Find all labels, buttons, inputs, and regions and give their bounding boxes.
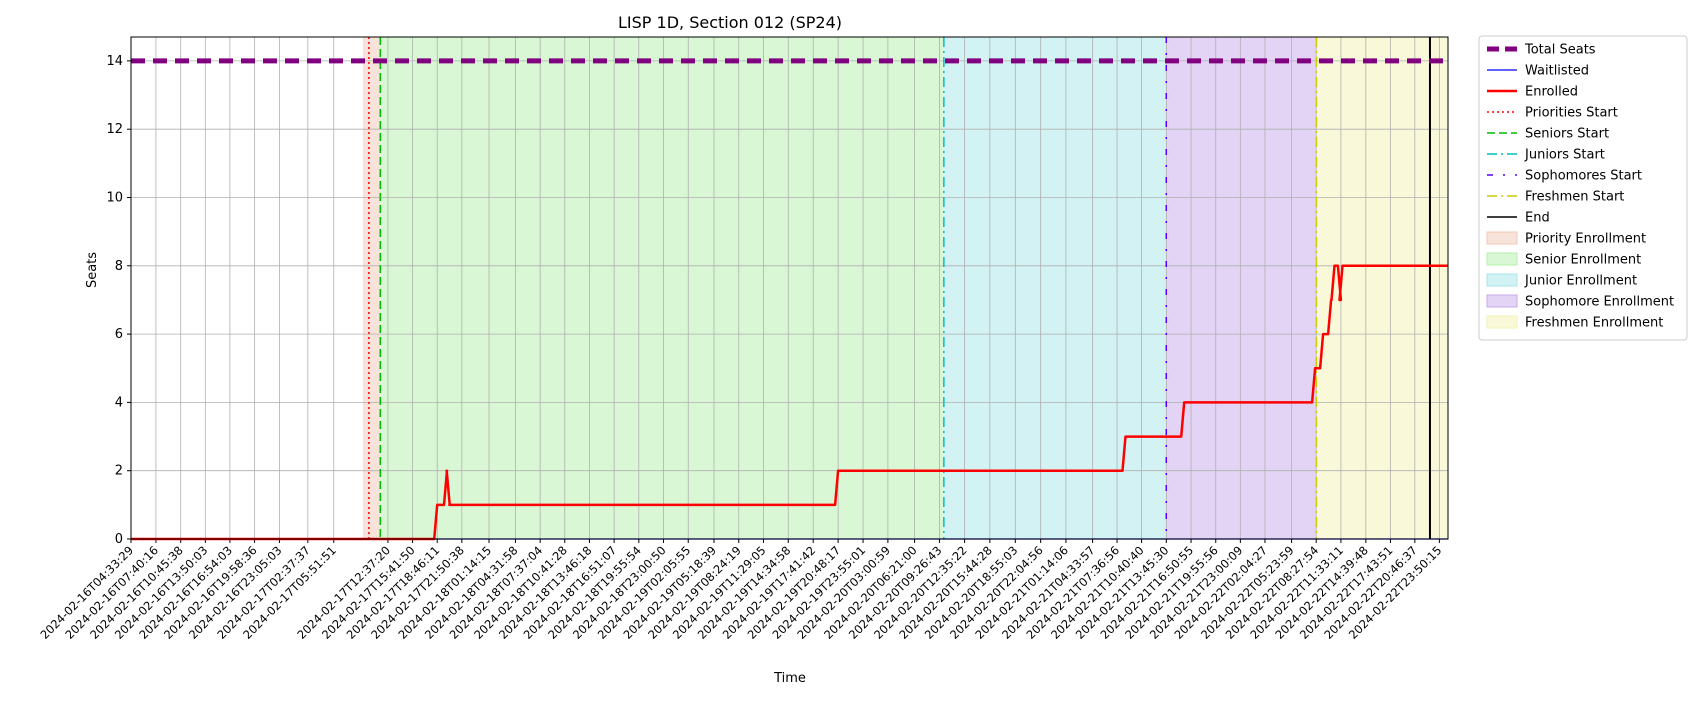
y-tick-label: 14 <box>106 54 123 69</box>
legend-swatch <box>1486 294 1518 308</box>
span-sophomore-enrollment <box>1166 37 1317 539</box>
legend-swatch <box>1486 252 1518 266</box>
y-tick-label: 2 <box>115 464 123 479</box>
legend-label: Priorities Start <box>1525 106 1618 121</box>
y-tick-label: 0 <box>115 532 123 547</box>
chart-title: LISP 1D, Section 012 (SP24) <box>618 13 842 32</box>
legend-label: Sophomores Start <box>1525 169 1642 184</box>
plot-area: 024681012142024-02-16T04:33:292024-02-16… <box>37 36 1449 642</box>
span-senior-enrollment <box>380 37 944 539</box>
y-tick-label: 4 <box>115 395 123 410</box>
y-tick-label: 6 <box>115 327 123 342</box>
legend-label: Sophomore Enrollment <box>1525 295 1674 310</box>
legend-label: End <box>1525 211 1550 226</box>
legend-label: Enrolled <box>1525 85 1578 100</box>
legend-label: Senior Enrollment <box>1525 253 1641 268</box>
legend: Total Seats Waitlisted Enrolled Priorities … <box>1478 35 1688 341</box>
legend-label: Priority Enrollment <box>1525 232 1646 247</box>
legend-label: Freshmen Start <box>1525 190 1624 205</box>
legend-label: Freshmen Enrollment <box>1525 316 1663 331</box>
legend-label: Seniors Start <box>1525 127 1609 142</box>
span-freshmen-enrollment <box>1316 37 1448 539</box>
series-enrolled <box>131 264 1448 541</box>
legend-swatch <box>1486 231 1518 245</box>
legend-frame <box>1478 35 1688 341</box>
span-priority-enrollment <box>362 37 381 539</box>
y-tick-label: 10 <box>106 191 123 206</box>
y-axis-label: Seats <box>85 252 100 288</box>
plot-frame <box>130 36 1449 540</box>
legend-swatch <box>1486 273 1518 287</box>
legend-swatch <box>1486 315 1518 329</box>
span-junior-enrollment <box>943 37 1167 539</box>
legend-label: Junior Enrollment <box>1524 274 1637 289</box>
y-tick-label: 12 <box>106 122 123 137</box>
legend-label: Juniors Start <box>1524 148 1605 163</box>
legend-label: Total Seats <box>1524 43 1596 58</box>
x-axis-label: Time <box>773 671 806 686</box>
legend-label: Waitlisted <box>1525 64 1589 79</box>
y-tick-label: 8 <box>115 259 123 274</box>
